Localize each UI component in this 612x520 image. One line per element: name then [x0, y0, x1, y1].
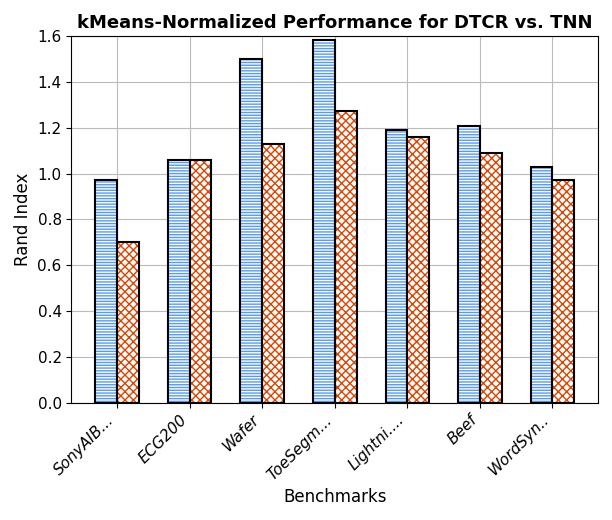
- Bar: [531, 167, 553, 402]
- Bar: [458, 125, 480, 402]
- Bar: [553, 180, 574, 402]
- Bar: [313, 40, 335, 402]
- Bar: [553, 180, 574, 402]
- Bar: [386, 130, 408, 402]
- Bar: [386, 130, 408, 402]
- Bar: [335, 111, 357, 402]
- Y-axis label: Rand Index: Rand Index: [14, 173, 32, 266]
- Bar: [95, 180, 117, 402]
- Bar: [408, 137, 429, 402]
- Bar: [262, 144, 284, 402]
- Bar: [190, 160, 211, 402]
- Bar: [95, 180, 117, 402]
- Bar: [241, 59, 262, 402]
- Bar: [313, 40, 335, 402]
- X-axis label: Benchmarks: Benchmarks: [283, 488, 387, 506]
- Bar: [117, 242, 139, 402]
- Bar: [458, 125, 480, 402]
- Bar: [168, 160, 190, 402]
- Bar: [190, 160, 211, 402]
- Bar: [117, 242, 139, 402]
- Title: kMeans-Normalized Performance for DTCR vs. TNN: kMeans-Normalized Performance for DTCR v…: [77, 14, 592, 32]
- Bar: [241, 59, 262, 402]
- Bar: [408, 137, 429, 402]
- Bar: [335, 111, 357, 402]
- Bar: [480, 153, 502, 402]
- Bar: [168, 160, 190, 402]
- Bar: [262, 144, 284, 402]
- Bar: [480, 153, 502, 402]
- Bar: [531, 167, 553, 402]
